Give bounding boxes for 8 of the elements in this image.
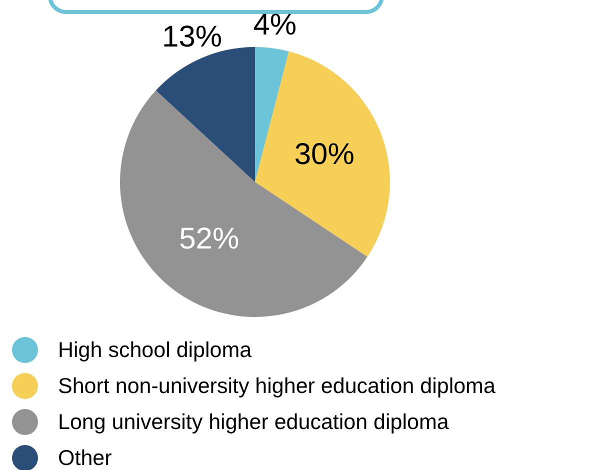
legend-label: Other	[58, 446, 112, 470]
legend-label: Short non-university higher education diploma	[58, 374, 496, 398]
data-label: 30%	[294, 138, 354, 171]
data-label: 4%	[253, 8, 297, 42]
legend-label: High school diploma	[58, 338, 252, 362]
data-label: 52%	[179, 222, 240, 256]
legend-label: Long university higher education diploma	[58, 410, 449, 434]
data-label: 13%	[162, 20, 222, 54]
